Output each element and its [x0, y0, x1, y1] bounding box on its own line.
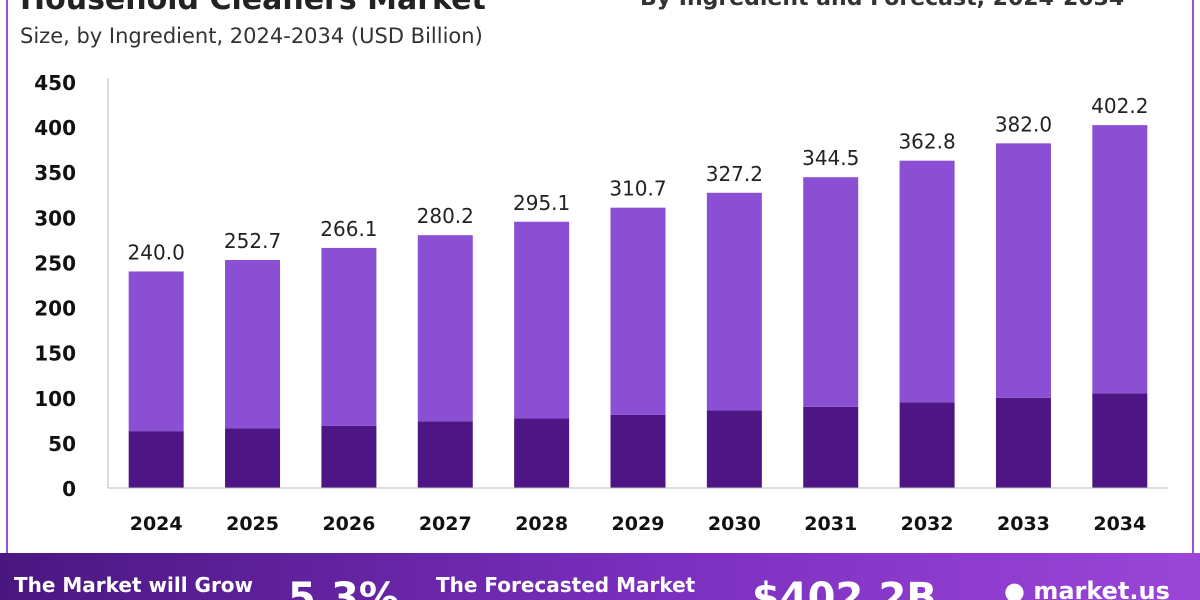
- x-tick-label: 2025: [226, 513, 279, 535]
- page-title-right: By Ingredient and Forecast, 2024-2034: [640, 0, 1124, 11]
- y-tick-label: 350: [34, 161, 76, 185]
- footer-logo-text: market.us: [1033, 577, 1170, 600]
- footer-forecast-value: $402.2B: [752, 575, 937, 600]
- footer-banner: The Market will Grow 5.3% The Forecasted…: [0, 553, 1200, 600]
- x-tick-label: 2028: [515, 513, 568, 535]
- bar-value-label: 295.1: [513, 191, 570, 215]
- bar-segment-top-2026: [321, 247, 377, 426]
- bar-value-label: 252.7: [224, 229, 281, 253]
- bar-segment-top-2033: [995, 143, 1051, 398]
- bar-segment-bottom-2029: [610, 414, 666, 488]
- bar-chart: 0 50 100 150 200 250 300 350 400 450 240.0 252.7 26…: [34, 71, 1168, 535]
- y-tick-label: 100: [34, 387, 76, 411]
- bar-segment-top-2032: [899, 160, 955, 403]
- bar-segment-bottom-2030: [706, 410, 762, 488]
- footer-forecast-label: The Forecasted Market: [436, 573, 696, 597]
- page-title: Household Cleaners Market: [20, 0, 486, 17]
- x-tick-label: 2031: [804, 513, 857, 535]
- bar-segment-top-2030: [706, 192, 762, 411]
- bar-segment-bottom-2025: [225, 428, 281, 488]
- footer-grow-label: The Market will Grow: [14, 573, 254, 597]
- bar-segment-bottom-2024: [128, 431, 184, 488]
- bar-segment-bottom-2033: [995, 397, 1051, 488]
- y-tick-label: 400: [34, 116, 76, 140]
- bar-value-label: 266.1: [320, 217, 377, 241]
- chart-frame: [6, 0, 1194, 553]
- bar-segment-top-2031: [803, 177, 859, 407]
- y-tick-label: 450: [34, 71, 76, 95]
- x-tick-label: 2029: [612, 513, 665, 535]
- x-tick-label: 2032: [901, 513, 954, 535]
- chart-subtitle: Size, by Ingredient, 2024-2034 (USD Bill…: [20, 24, 483, 48]
- x-tick-label: 2033: [997, 513, 1050, 535]
- x-tick-label: 2026: [322, 513, 375, 535]
- value-labels: 240.0 252.7 266.1 280.2 295.1 310.7 327.2 344.5…: [128, 94, 1149, 264]
- y-tick-label: 0: [62, 477, 76, 501]
- bar-segment-top-2034: [1092, 125, 1148, 394]
- y-tick-label: 250: [34, 251, 76, 275]
- bar-segment-top-2028: [514, 221, 570, 419]
- bar-segment-bottom-2028: [514, 418, 570, 488]
- bar-segment-bottom-2027: [417, 421, 473, 488]
- bar-segment-bottom-2034: [1092, 393, 1148, 488]
- footer-cagr-value: 5.3%: [288, 575, 399, 600]
- footer-logo: ● market.us: [1004, 577, 1170, 600]
- bar-value-label: 362.8: [898, 130, 955, 154]
- x-tick-label: 2034: [1093, 513, 1146, 535]
- bar-value-label: 240.0: [128, 240, 185, 264]
- bar-segment-top-2027: [417, 235, 473, 422]
- x-axis: 2024 2025 2026 2027 2028 2029 2030 2031 2032 2033…: [108, 487, 1168, 535]
- y-tick-label: 200: [34, 297, 76, 321]
- bar-value-label: 280.2: [417, 204, 474, 228]
- bar-segment-bottom-2026: [321, 425, 377, 488]
- bar-segment-top-2029: [610, 207, 666, 415]
- y-tick-label: 150: [34, 342, 76, 366]
- bar-segment-top-2025: [225, 260, 281, 429]
- logo-icon: ●: [1004, 577, 1025, 600]
- x-tick-label: 2024: [130, 513, 183, 535]
- bar-segment-bottom-2031: [803, 406, 859, 488]
- bar-value-label: 402.2: [1091, 94, 1148, 118]
- y-tick-label: 50: [48, 432, 76, 456]
- bar-value-label: 327.2: [706, 162, 763, 186]
- y-tick-label: 300: [34, 206, 76, 230]
- x-tick-label: 2027: [419, 513, 472, 535]
- bar-segment-bottom-2032: [899, 402, 955, 488]
- bar-segment-top-2024: [128, 271, 184, 432]
- x-tick-label: 2030: [708, 513, 761, 535]
- bar-value-label: 310.7: [609, 177, 666, 201]
- bar-value-label: 382.0: [995, 112, 1052, 136]
- bars: [128, 125, 1148, 488]
- bar-value-label: 344.5: [802, 146, 859, 170]
- y-axis: 0 50 100 150 200 250 300 350 400 450: [34, 71, 109, 501]
